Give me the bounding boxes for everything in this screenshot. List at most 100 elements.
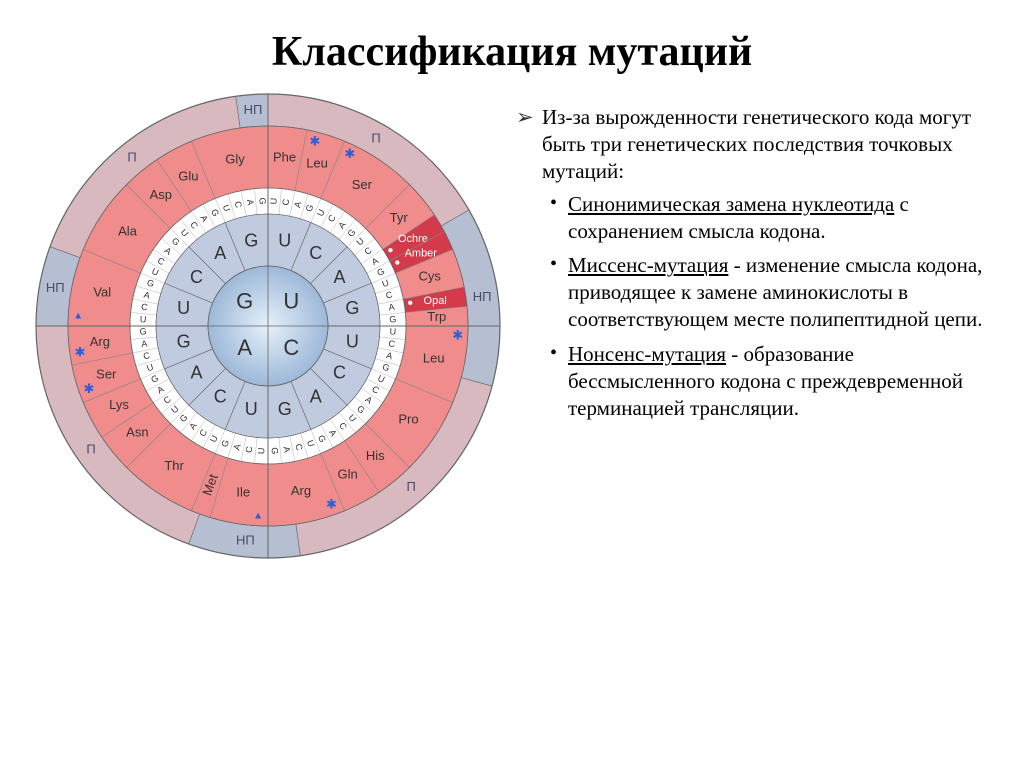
svg-text:▲: ▲ — [73, 311, 83, 322]
svg-text:П: П — [371, 130, 380, 145]
svg-text:C: C — [280, 198, 291, 206]
svg-text:C: C — [142, 350, 151, 361]
svg-text:G: G — [139, 326, 146, 336]
svg-text:A: A — [143, 289, 151, 300]
svg-text:Tyr: Tyr — [390, 210, 409, 225]
svg-text:U: U — [150, 266, 160, 278]
svg-text:НП: НП — [236, 532, 255, 547]
svg-text:C: C — [244, 445, 255, 453]
svg-text:A: A — [198, 213, 210, 223]
svg-text:G: G — [257, 197, 267, 204]
svg-text:U: U — [140, 314, 147, 324]
svg-text:C: C — [162, 394, 174, 406]
svg-text:Ser: Ser — [352, 177, 373, 192]
svg-text:A: A — [292, 200, 303, 208]
svg-text:Asp: Asp — [150, 187, 172, 202]
svg-text:✱: ✱ — [326, 497, 337, 512]
svg-text:Leu: Leu — [423, 350, 445, 365]
svg-text:A: A — [190, 363, 202, 383]
bullet-item: Нонсенс-мутация - образование бессмыслен… — [542, 341, 988, 422]
svg-text:A: A — [388, 302, 395, 313]
svg-text:A: A — [231, 443, 242, 451]
svg-text:Arg: Arg — [291, 483, 311, 498]
svg-text:G: G — [345, 227, 357, 239]
bullet-item: Миссенс-мутация - изменение смысла кодон… — [542, 252, 988, 333]
svg-text:U: U — [389, 326, 396, 336]
svg-text:U: U — [347, 412, 359, 424]
svg-text:U: U — [315, 208, 327, 218]
svg-text:✱: ✱ — [309, 133, 320, 148]
svg-text:Ser: Ser — [96, 366, 117, 381]
codon-wheel: ПНППНППНППНПPheLeu✱Ser✱TyrOchreAmberCysO… — [28, 86, 508, 566]
svg-text:U: U — [283, 288, 299, 313]
svg-text:C: C — [283, 335, 299, 360]
svg-text:G: G — [270, 447, 280, 454]
svg-text:Lys: Lys — [109, 397, 129, 412]
svg-text:G: G — [345, 298, 359, 318]
svg-text:Trp: Trp — [427, 309, 446, 324]
svg-text:U: U — [169, 404, 181, 416]
svg-text:C: C — [385, 289, 394, 300]
svg-text:✱: ✱ — [452, 327, 463, 342]
svg-text:Ala: Ala — [118, 224, 138, 239]
svg-text:G: G — [177, 332, 191, 352]
svg-text:G: G — [355, 403, 367, 415]
svg-text:✱: ✱ — [75, 345, 86, 360]
svg-text:G: G — [278, 399, 292, 419]
svg-text:G: G — [389, 314, 396, 324]
svg-text:C: C — [156, 255, 167, 267]
svg-text:A: A — [214, 243, 226, 263]
svg-text:Cys: Cys — [419, 268, 442, 283]
svg-text:U: U — [305, 439, 317, 448]
svg-text:C: C — [309, 243, 322, 263]
svg-text:Pro: Pro — [398, 411, 418, 426]
svg-text:C: C — [188, 220, 200, 232]
svg-text:U: U — [179, 227, 191, 239]
svg-text:▲: ▲ — [253, 510, 263, 521]
svg-text:A: A — [385, 350, 393, 361]
svg-text:U: U — [221, 203, 233, 212]
svg-text:C: C — [197, 427, 209, 438]
svg-text:His: His — [366, 448, 385, 463]
svg-text:Phe: Phe — [273, 149, 296, 164]
svg-text:C: C — [190, 267, 203, 287]
svg-text:A: A — [333, 267, 345, 287]
svg-text:C: C — [337, 420, 349, 432]
svg-text:G: G — [244, 230, 258, 250]
svg-text:C: C — [388, 338, 396, 349]
svg-text:C: C — [333, 363, 346, 383]
svg-text:A: A — [245, 199, 256, 206]
svg-text:Val: Val — [93, 284, 111, 299]
svg-text:C: C — [233, 200, 244, 209]
page-title: Классификация мутаций — [0, 0, 1024, 86]
svg-text:C: C — [293, 443, 304, 452]
svg-text:Leu: Leu — [306, 156, 328, 171]
svg-text:Thr: Thr — [164, 458, 184, 473]
svg-text:Glu: Glu — [178, 168, 198, 183]
svg-text:П: П — [127, 150, 136, 165]
svg-text:C: C — [362, 245, 374, 257]
svg-text:G: G — [149, 373, 160, 385]
svg-text:U: U — [376, 373, 386, 385]
svg-text:U: U — [268, 198, 278, 205]
svg-text:Arg: Arg — [90, 334, 110, 349]
svg-text:П: П — [86, 441, 95, 456]
intro-text: Из-за вырожденности генетического кода м… — [542, 105, 971, 183]
svg-text:U: U — [278, 230, 291, 250]
bullet-list: Синонимическая замена нуклеотида с сохра… — [542, 191, 988, 422]
svg-text:A: A — [141, 338, 148, 349]
svg-text:Ile: Ile — [236, 485, 250, 500]
svg-text:U: U — [354, 236, 366, 248]
svg-text:A: A — [310, 386, 322, 406]
svg-text:G: G — [381, 362, 391, 374]
svg-text:U: U — [245, 399, 258, 419]
svg-text:Opal: Opal — [424, 295, 447, 307]
svg-text:✱: ✱ — [83, 381, 94, 396]
svg-text:G: G — [236, 288, 253, 313]
bullet-item: Синонимическая замена нуклеотида с сохра… — [542, 191, 988, 245]
svg-text:П: П — [406, 479, 415, 494]
svg-text:Gly: Gly — [225, 152, 245, 167]
svg-text:G: G — [146, 277, 156, 289]
svg-text:A: A — [282, 446, 293, 453]
svg-text:U: U — [256, 447, 266, 454]
